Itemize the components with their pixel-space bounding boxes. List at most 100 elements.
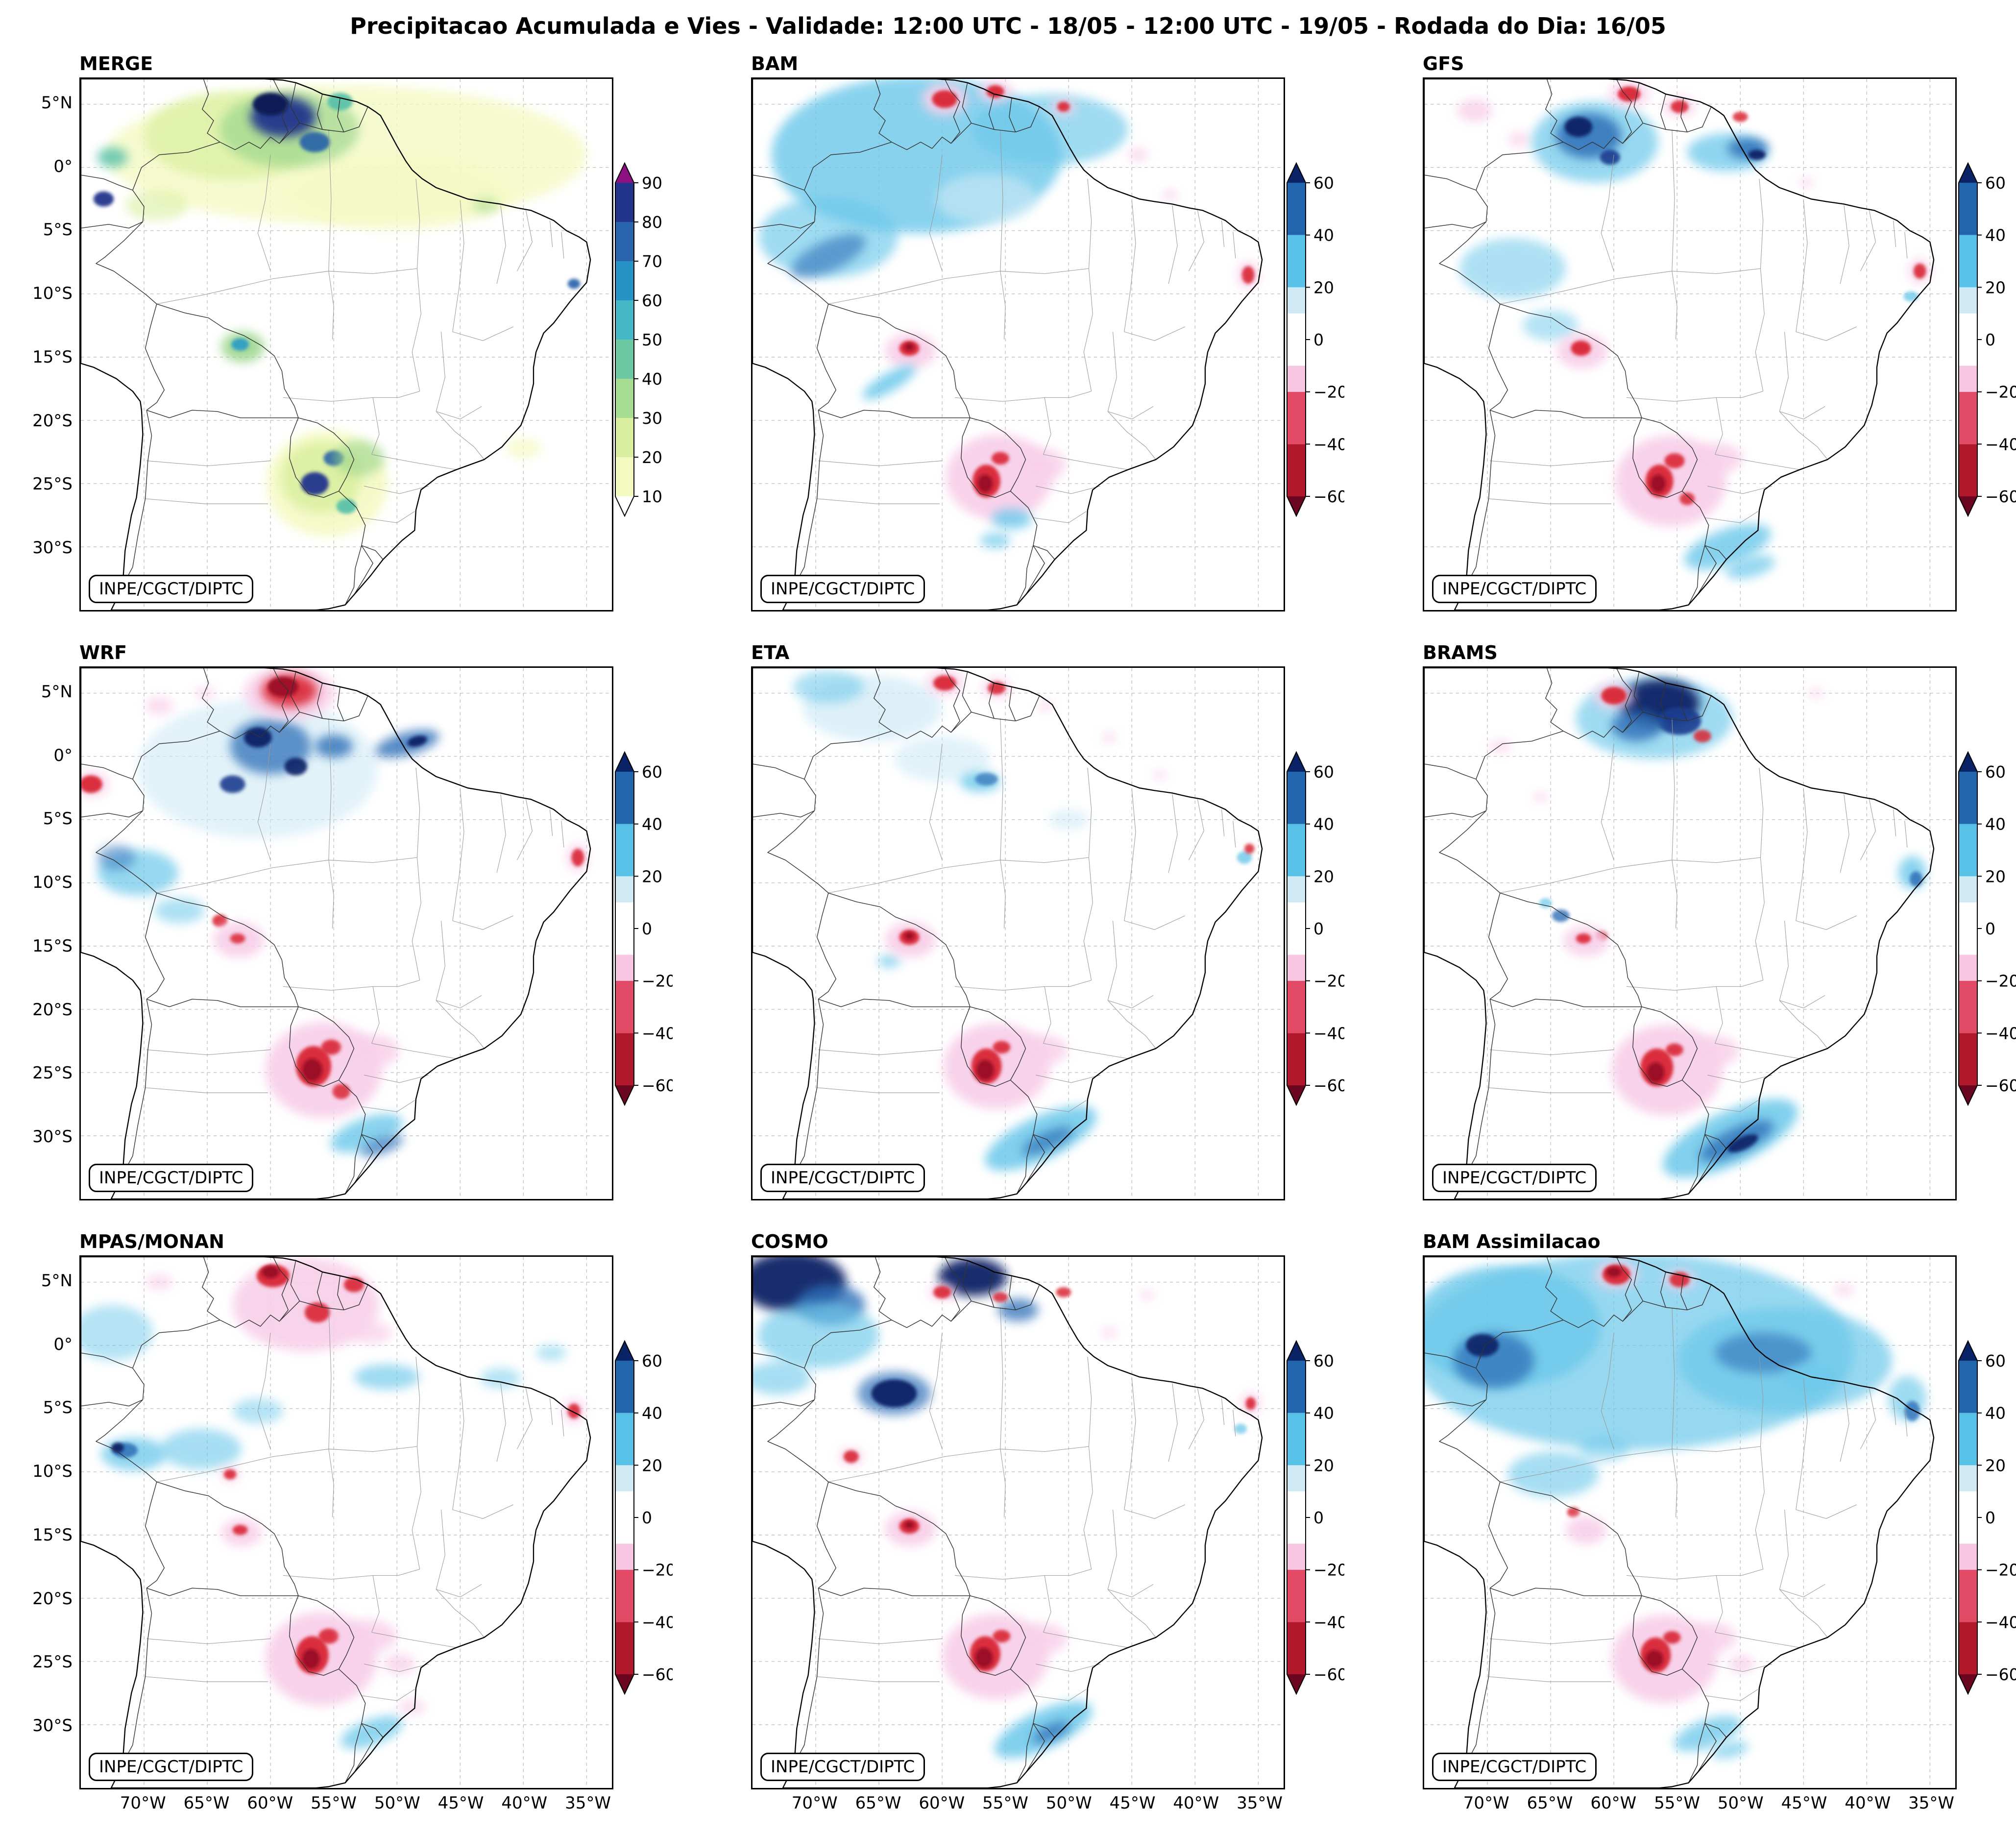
map-blob: [753, 1362, 811, 1395]
longitude-tick-label: 70°W: [791, 1793, 838, 1813]
map-blob: [1237, 851, 1252, 864]
colorbar-tick-label: −20: [1313, 383, 1344, 402]
map-blob: [315, 734, 353, 758]
map-svg: [1424, 668, 1955, 1199]
map-blob: [1611, 710, 1662, 741]
latitude-tick-label: 20°S: [32, 1000, 73, 1020]
latitude-tick-label: 15°S: [32, 1525, 73, 1545]
colorbar-tick-label: −20: [642, 972, 673, 991]
colorbar-tick-label: 60: [1313, 1351, 1334, 1370]
panel-title: GFS: [1423, 53, 1464, 74]
colorbar: 60 40 20 0 −20 −40 −60: [1287, 751, 1344, 1106]
map-blob: [1650, 474, 1666, 492]
map-blob: [1671, 100, 1689, 113]
map-blob: [871, 1379, 917, 1408]
panel-title: BAM Assimilacao: [1423, 1231, 1601, 1252]
colorbar-tick-label: 60: [1985, 762, 2006, 782]
latitude-tick-label: 5°S: [43, 809, 73, 829]
map-blob: [567, 1403, 581, 1419]
colorbar-tick-label: −40: [1985, 435, 2016, 454]
panel-title: ETA: [751, 642, 790, 663]
panel-bam-assimilacao: BAM Assimilacao INPE/CGCT/DIPTC 60 40 20 0 −…: [1344, 1229, 2016, 1818]
colorbar: 60 40 20 0 −20 −40 −60: [1287, 162, 1344, 517]
map-blob: [932, 90, 958, 108]
latitude-axis: 5°N 0° 5°S 10°S 15°S 20°S 25°S 30°S: [1, 1255, 79, 1789]
gridlines: [753, 668, 1284, 1199]
colorbar-tick-label: −20: [642, 1561, 673, 1580]
latitude-tick-label: 5°S: [43, 220, 73, 240]
map-blob: [1017, 1034, 1068, 1065]
map-blob: [1466, 1334, 1499, 1357]
map-cosmo: INPE/CGCT/DIPTC: [751, 1255, 1285, 1789]
map-blob: [1715, 1332, 1811, 1373]
map-blob: [757, 1302, 879, 1369]
colorbar-tick-label: 40: [1985, 226, 2006, 245]
latitude-tick-label: 25°S: [32, 1652, 73, 1672]
colorbar-tick-label: 20: [1313, 867, 1334, 886]
longitude-tick-label: 60°W: [1590, 1793, 1637, 1813]
longitude-tick-label: 35°W: [1237, 1793, 1283, 1813]
colorbar-tick-label: 20: [1985, 867, 2006, 886]
coastline: [81, 1257, 591, 1788]
map-blob: [111, 1443, 124, 1453]
panel-title: MPAS/MONAN: [79, 1231, 224, 1252]
colorbar-tick-label: 0: [642, 919, 652, 938]
map-blob: [904, 932, 915, 940]
map-blob: [232, 1525, 248, 1535]
colorbar-tick-label: 60: [1985, 173, 2006, 193]
latitude-tick-label: 10°S: [32, 873, 73, 893]
colorbar-over-arrow: [1959, 1341, 1977, 1361]
colorbar-over-arrow: [615, 163, 634, 183]
longitude-tick-label: 60°W: [919, 1793, 965, 1813]
latitude-tick-label: 30°S: [32, 1127, 73, 1147]
longitude-axis: [1423, 1200, 1957, 1229]
map-blob: [1153, 770, 1166, 781]
map-svg: [753, 79, 1284, 610]
map-blob: [125, 190, 189, 221]
map-blob: [97, 147, 128, 168]
longitude-tick-label: 65°W: [183, 1793, 230, 1813]
map-merge: INPE/CGCT/DIPTC: [79, 77, 613, 611]
longitude-tick-label: 40°W: [1845, 1793, 1891, 1813]
map-blob: [1798, 177, 1814, 188]
latitude-tick-label: 25°S: [32, 1063, 73, 1083]
map-blob: [986, 85, 1004, 98]
colorbar-tick-label: 40: [642, 369, 662, 389]
longitude-axis: [751, 1200, 1285, 1229]
longitude-tick-label: 55°W: [311, 1793, 357, 1813]
colorbar-tick-label: 10: [642, 487, 662, 506]
map-blob: [991, 509, 1032, 529]
colorbar: 60 40 20 0 −20 −40 −60: [615, 1340, 673, 1695]
colorbar-over-arrow: [1287, 1341, 1306, 1361]
colorbar-tick-label: 60: [1313, 762, 1334, 782]
map-blob: [1834, 1283, 1854, 1296]
map-svg: [81, 1257, 612, 1788]
map-svg: [81, 668, 612, 1199]
map-svg: [1424, 79, 1955, 610]
colorbar-tick-label: 40: [1313, 226, 1334, 245]
colorbar-tick-label: 0: [1985, 330, 1995, 349]
stamp-label: INPE/CGCT/DIPTC: [1432, 1753, 1597, 1781]
panel-cosmo: COSMO INPE/CGCT/DIPTC 60 40 20 0 −20 −40 −60 7…: [673, 1229, 1344, 1818]
colorbar: 60 40 20 0 −20 −40 −60: [1958, 1340, 2016, 1695]
longitude-tick-label: 65°W: [855, 1793, 901, 1813]
map-bam: INPE/CGCT/DIPTC: [751, 77, 1285, 611]
latitude-axis: [1344, 1255, 1423, 1789]
map-blob: [877, 954, 900, 968]
map-blob: [1688, 1036, 1739, 1066]
longitude-tick-label: 50°W: [1045, 1793, 1092, 1813]
map-blob: [330, 1114, 403, 1153]
latitude-tick-label: 5°N: [41, 682, 73, 702]
longitude-tick-label: 50°W: [1717, 1793, 1764, 1813]
latitude-tick-label: 30°S: [32, 1716, 73, 1736]
latitude-axis: [673, 1255, 751, 1789]
map-blob: [301, 472, 329, 495]
map-blob: [1459, 238, 1566, 299]
map-blob: [384, 1654, 415, 1674]
map-blob: [1017, 1623, 1068, 1654]
map-blob: [1601, 686, 1627, 705]
longitude-axis: [1423, 611, 1957, 640]
stamp-label: INPE/CGCT/DIPTC: [89, 1164, 254, 1192]
map-blob: [360, 1135, 404, 1157]
map-borders: [1424, 79, 1935, 610]
